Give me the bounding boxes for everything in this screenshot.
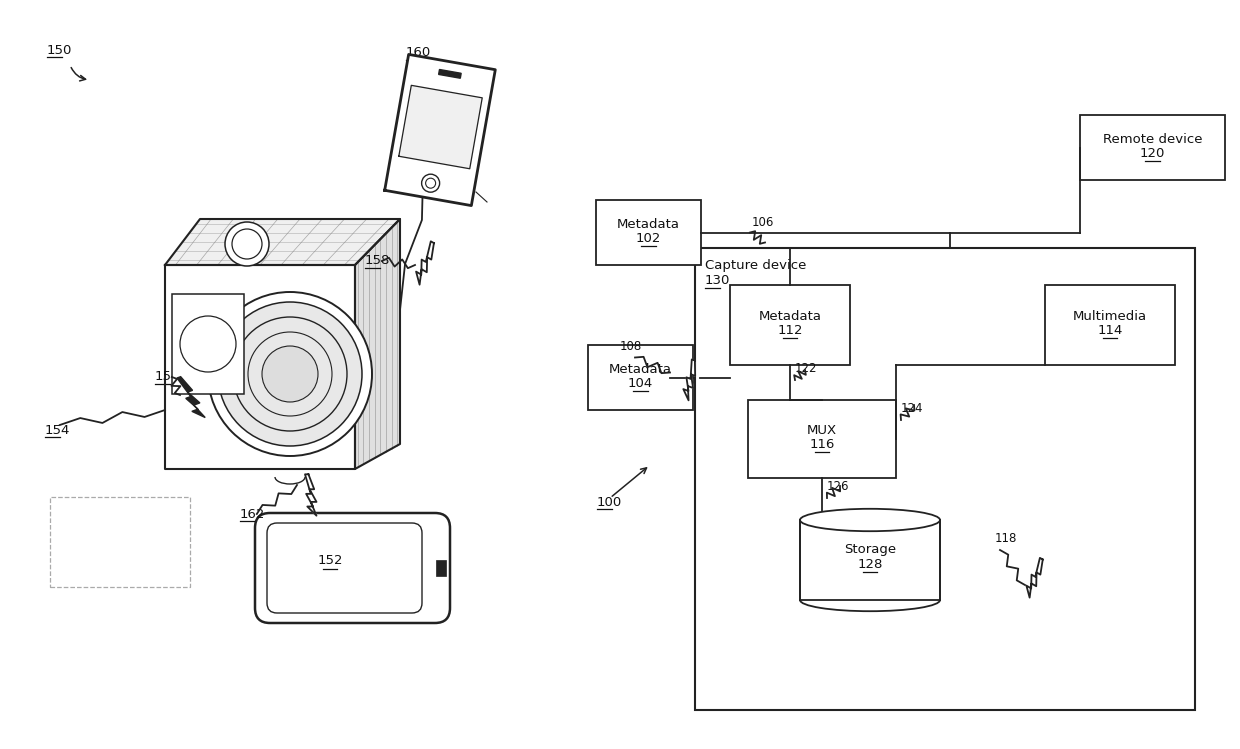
Text: 150: 150	[47, 43, 72, 56]
Text: 102: 102	[636, 232, 661, 245]
Text: 152: 152	[317, 554, 342, 568]
Polygon shape	[683, 360, 696, 401]
Text: 114: 114	[1097, 324, 1122, 338]
Bar	[588, 345, 693, 410]
Text: 116: 116	[810, 438, 835, 452]
Polygon shape	[384, 55, 495, 205]
Text: 122: 122	[795, 362, 817, 375]
Circle shape	[208, 292, 372, 456]
Text: 128: 128	[857, 559, 883, 571]
Bar	[1080, 115, 1225, 180]
Polygon shape	[1027, 558, 1043, 598]
Text: 156: 156	[155, 371, 180, 383]
Polygon shape	[305, 474, 316, 516]
Circle shape	[224, 222, 269, 266]
Text: 120: 120	[1140, 147, 1166, 160]
Circle shape	[262, 346, 317, 402]
Text: 162: 162	[241, 508, 265, 521]
Text: Metadata: Metadata	[759, 311, 821, 324]
Text: Metadata: Metadata	[609, 363, 672, 376]
Bar	[436, 560, 446, 576]
Bar	[172, 294, 244, 394]
Text: 130: 130	[706, 274, 730, 288]
Text: 100: 100	[596, 496, 622, 509]
Polygon shape	[399, 85, 482, 169]
Bar	[748, 400, 897, 478]
Circle shape	[422, 175, 440, 192]
Polygon shape	[355, 219, 401, 469]
Polygon shape	[165, 219, 401, 265]
Text: 154: 154	[45, 423, 71, 437]
Text: 126: 126	[827, 480, 849, 493]
Polygon shape	[177, 377, 205, 417]
Text: Remote device: Remote device	[1102, 133, 1203, 146]
Polygon shape	[165, 265, 355, 469]
Bar	[800, 520, 940, 600]
Ellipse shape	[800, 509, 940, 531]
Text: 124: 124	[901, 402, 924, 415]
Circle shape	[218, 302, 362, 446]
Text: Capture device: Capture device	[706, 259, 806, 273]
Text: Multimedia: Multimedia	[1073, 311, 1147, 324]
Text: Storage: Storage	[844, 544, 897, 557]
Bar	[730, 285, 849, 365]
Text: 118: 118	[994, 532, 1017, 545]
Text: 170: 170	[450, 73, 475, 86]
Polygon shape	[417, 241, 434, 285]
FancyBboxPatch shape	[267, 523, 422, 613]
Text: Metadata: Metadata	[618, 218, 680, 231]
Bar	[1045, 285, 1176, 365]
Bar	[596, 200, 701, 265]
FancyBboxPatch shape	[50, 497, 190, 587]
Text: 158: 158	[365, 255, 391, 267]
Text: 106: 106	[751, 216, 774, 228]
Text: 160: 160	[405, 46, 432, 59]
Polygon shape	[439, 70, 461, 78]
Text: 108: 108	[620, 339, 642, 353]
Text: 112: 112	[777, 324, 802, 338]
Text: 104: 104	[627, 377, 653, 390]
FancyBboxPatch shape	[255, 513, 450, 623]
Bar	[694, 248, 1195, 710]
Text: MUX: MUX	[807, 425, 837, 437]
